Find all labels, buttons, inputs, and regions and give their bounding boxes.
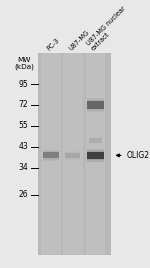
Bar	[87, 98, 104, 100]
Bar	[65, 158, 80, 159]
Text: PC-3: PC-3	[45, 37, 60, 52]
Bar	[89, 138, 102, 143]
Text: U87-MG: U87-MG	[67, 29, 90, 52]
Text: 43: 43	[19, 142, 28, 151]
Bar	[43, 151, 59, 152]
Bar	[87, 149, 104, 151]
Text: 72: 72	[19, 100, 28, 109]
Bar	[87, 151, 104, 152]
Bar	[38, 53, 111, 255]
Bar	[89, 146, 102, 147]
Bar	[65, 153, 80, 158]
Text: U87-MG nuclear
extract: U87-MG nuclear extract	[85, 6, 132, 52]
Bar	[43, 158, 59, 160]
Bar	[89, 143, 102, 144]
Bar	[89, 142, 102, 143]
Bar	[87, 152, 104, 159]
Bar	[87, 159, 104, 160]
Text: OLIG2: OLIG2	[126, 151, 149, 160]
Bar	[89, 144, 102, 145]
Bar	[86, 53, 105, 255]
Text: 34: 34	[19, 163, 28, 172]
Bar	[89, 178, 102, 179]
Bar	[89, 177, 102, 178]
Bar	[43, 160, 59, 161]
Bar	[43, 150, 59, 151]
Bar	[65, 171, 80, 172]
Bar	[89, 173, 102, 177]
Text: 95: 95	[19, 80, 28, 88]
Bar	[87, 109, 104, 110]
Bar	[65, 173, 80, 177]
Bar	[65, 177, 80, 178]
Text: MW
(kDa): MW (kDa)	[14, 57, 34, 70]
Text: 55: 55	[19, 121, 28, 130]
Bar	[87, 160, 104, 162]
Bar	[43, 152, 59, 158]
Bar	[65, 152, 80, 153]
Bar	[89, 172, 102, 173]
Bar	[89, 171, 102, 172]
Bar	[89, 143, 102, 146]
Bar	[87, 101, 104, 109]
Bar	[87, 110, 104, 111]
Bar	[63, 53, 83, 255]
Bar	[65, 172, 80, 173]
Bar	[87, 100, 104, 101]
Bar	[89, 137, 102, 138]
Text: 26: 26	[19, 190, 28, 199]
Bar	[65, 178, 80, 179]
Bar	[65, 159, 80, 160]
Bar	[65, 151, 80, 152]
Bar	[41, 53, 61, 255]
